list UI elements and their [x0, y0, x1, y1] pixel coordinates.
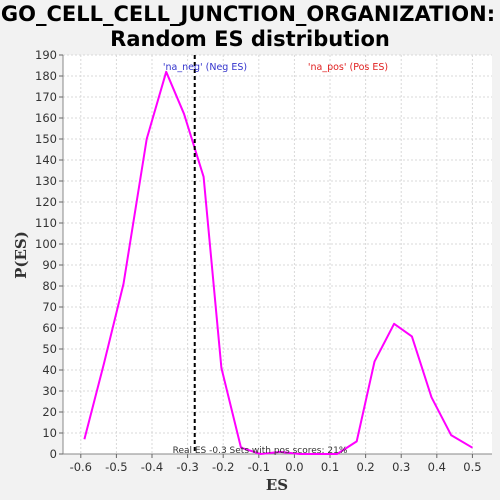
y-tick-label: 190 [35, 48, 57, 62]
chart-title-line-2: Random ES distribution [110, 27, 390, 51]
y-tick-label: 130 [35, 174, 57, 188]
y-tick-label: 120 [35, 195, 57, 209]
y-tick-label: 50 [42, 342, 57, 356]
y-tick-label: 80 [42, 279, 57, 293]
x-tick-label: -0.2 [212, 460, 234, 474]
y-axis-title: P(ES) [12, 231, 30, 279]
y-tick-label: 10 [42, 426, 57, 440]
plot-area [63, 55, 492, 454]
y-tick-label: 160 [35, 111, 57, 125]
x-tick-label: 0.5 [463, 460, 481, 474]
pos-es-label: 'na_pos' (Pos ES) [308, 62, 388, 73]
x-tick-label: 0.0 [285, 460, 303, 474]
x-tick-label: -0.1 [248, 460, 270, 474]
es-distribution-line [83, 70, 473, 455]
axes [62, 55, 492, 455]
x-tick-label: -0.6 [70, 460, 92, 474]
x-tick-label: -0.3 [176, 460, 198, 474]
y-tick-label: 170 [35, 90, 57, 104]
x-tick-label: -0.5 [105, 460, 127, 474]
y-tick-label: 20 [42, 405, 57, 419]
y-tick-label: 60 [42, 321, 57, 335]
chart-title-line-1: GO_CELL_CELL_JUNCTION_ORGANIZATION: [1, 2, 495, 26]
series [83, 55, 473, 455]
x-tick-label: 0.4 [428, 460, 446, 474]
x-axis-title: ES [266, 476, 288, 494]
real-es-footer: Real ES -0.3 Sets with pos scores: 21% [173, 446, 348, 456]
x-tick-label: 0.1 [321, 460, 339, 474]
ticks: 0 10 20 30 40 50 60 70 80 90 100 110 120 130 140 150 160… [35, 48, 482, 474]
y-tick-label: 0 [50, 447, 57, 461]
x-tick-label: -0.4 [141, 460, 163, 474]
y-tick-label: 150 [35, 132, 57, 146]
y-tick-label: 30 [42, 384, 57, 398]
y-tick-label: 90 [42, 258, 57, 272]
y-tick-label: 110 [35, 216, 57, 230]
x-tick-label: 0.2 [356, 460, 374, 474]
y-tick-label: 180 [35, 69, 57, 83]
y-tick-label: 140 [35, 153, 57, 167]
y-tick-label: 70 [42, 300, 57, 314]
x-tick-label: 0.3 [392, 460, 410, 474]
y-tick-label: 40 [42, 363, 57, 377]
neg-es-label: 'na_neg' (Neg ES) [163, 62, 247, 73]
grid [63, 54, 492, 455]
y-tick-label: 100 [35, 237, 57, 251]
